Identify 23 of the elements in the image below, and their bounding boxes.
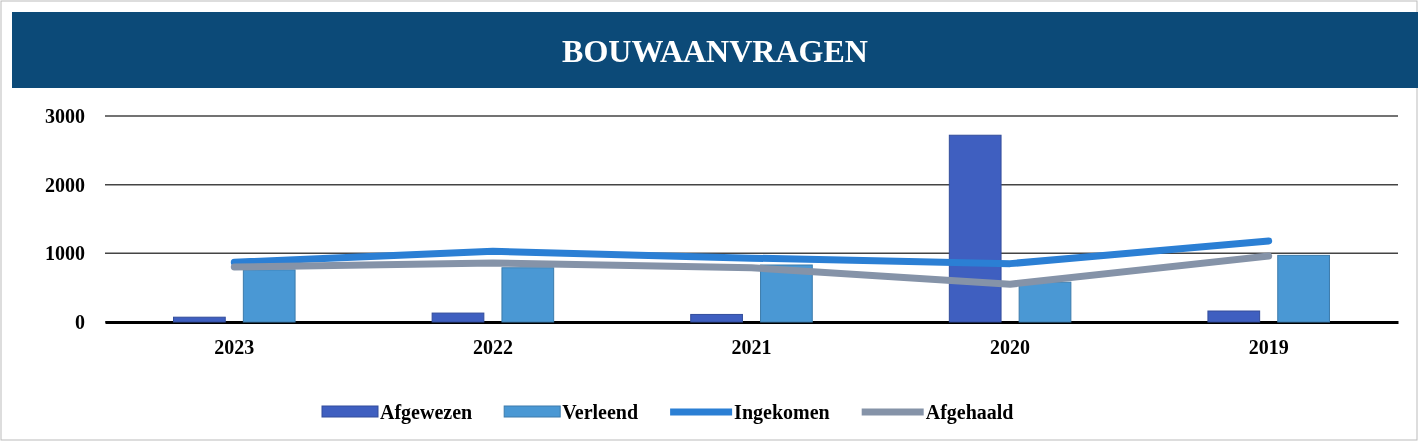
- x-tick-label: 2022: [472, 336, 513, 359]
- x-tick-label: 2021: [731, 336, 772, 359]
- legend-label: Verleend: [562, 401, 639, 423]
- bar: [1018, 281, 1072, 323]
- x-tick-label: 2019: [1248, 336, 1289, 359]
- bar: [948, 134, 1002, 323]
- y-tick-label: 1000: [45, 242, 85, 265]
- legend-label: Afgehaald: [925, 401, 1014, 424]
- bar: [1277, 254, 1330, 323]
- chart-title: BOUWAANVRAGEN: [562, 33, 868, 69]
- bar: [1207, 310, 1261, 323]
- x-tick-label: 2023: [214, 336, 255, 359]
- y-tick-label: 0: [75, 310, 85, 333]
- legend-label: Afgewezen: [380, 401, 473, 424]
- y-tick-label: 3000: [45, 104, 85, 127]
- x-tick-label: 2020: [990, 336, 1031, 359]
- bar: [690, 313, 743, 323]
- y-tick-label: 2000: [45, 173, 85, 196]
- legend-label: Ingekomen: [734, 401, 830, 424]
- bar: [431, 312, 485, 323]
- bar: [501, 267, 555, 323]
- bar: [173, 316, 226, 323]
- bar: [242, 269, 296, 323]
